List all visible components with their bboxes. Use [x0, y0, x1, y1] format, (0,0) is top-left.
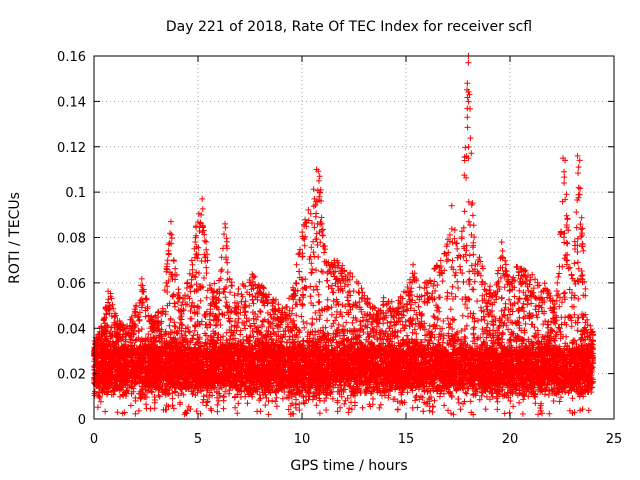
outlier-point [313, 166, 320, 173]
outlier-point [464, 114, 471, 121]
outlier-point [575, 184, 582, 191]
y-tick-label: 0.12 [57, 141, 86, 156]
outlier-point [317, 186, 324, 193]
x-tick-label: 10 [294, 432, 311, 447]
y-tick-label: 0 [78, 413, 86, 428]
x-tick-label: 15 [398, 432, 415, 447]
outlier-point [498, 239, 505, 246]
outlier-point [222, 220, 229, 227]
outlier-point [198, 211, 205, 218]
outlier-point [561, 168, 568, 175]
x-tick-label: 5 [194, 432, 202, 447]
y-tick-label: 0.14 [57, 95, 86, 110]
chart-title: Day 221 of 2018, Rate Of TEC Index for r… [166, 19, 532, 35]
outlier-point [314, 220, 321, 227]
outlier-point [576, 157, 583, 164]
outlier-point [167, 218, 174, 225]
outlier-point [448, 202, 455, 209]
outlier-point [574, 152, 581, 159]
outlier-point [465, 155, 472, 162]
outlier-point [316, 173, 323, 180]
outlier-point [311, 195, 318, 202]
scatter-marker-cloud [91, 86, 596, 418]
x-tick-label: 0 [90, 432, 98, 447]
outlier-point [562, 157, 569, 164]
outlier-point [466, 91, 473, 98]
x-tick-label: 25 [606, 432, 623, 447]
outlier-point [192, 223, 199, 230]
axis-ticks: 0 5 10 15 20 25 0 0.02 0.04 0.06 0.08 0.1 0.12 0.14 0.… [57, 50, 622, 447]
outlier-point [575, 164, 582, 171]
y-tick-label: 0.16 [57, 50, 86, 65]
outlier-point [199, 195, 206, 202]
y-tick-label: 0.06 [57, 277, 86, 292]
y-axis-label: ROTI / TECUs [7, 192, 23, 284]
outlier-point [465, 59, 472, 66]
outlier-point [561, 180, 568, 187]
y-tick-label: 0.04 [57, 322, 86, 337]
outlier-point [464, 80, 471, 87]
outlier-point [576, 191, 583, 198]
x-axis-label: GPS time / hours [290, 458, 407, 474]
outlier-point [301, 223, 308, 230]
y-tick-label: 0.1 [65, 186, 86, 201]
y-tick-label: 0.08 [57, 232, 86, 247]
y-tick-label: 0.02 [57, 368, 86, 383]
x-tick-label: 20 [502, 432, 519, 447]
